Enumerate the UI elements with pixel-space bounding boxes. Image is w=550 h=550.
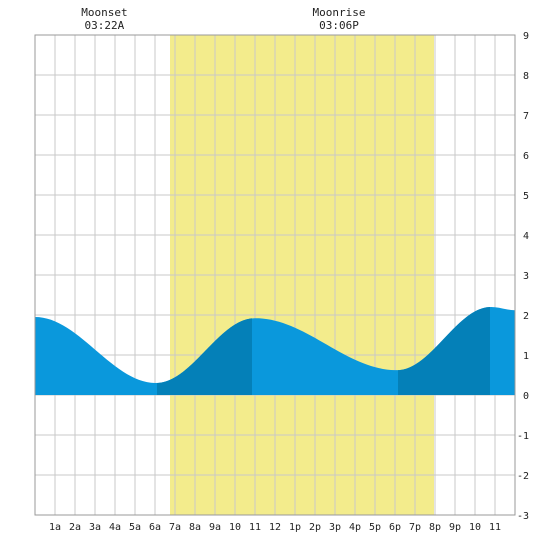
y-tick-label: 3 — [523, 271, 529, 282]
x-tick-label: 4a — [109, 522, 121, 533]
y-tick-label: 7 — [523, 111, 529, 122]
y-tick-label: -1 — [517, 431, 529, 442]
y-tick-labels: -3 -2 -1 0 1 2 3 4 5 6 7 8 9 — [517, 31, 529, 522]
x-tick-label: 7a — [169, 522, 181, 533]
x-tick-label: 8a — [189, 522, 201, 533]
x-tick-label: 11 — [249, 522, 261, 533]
x-tick-label: 10 — [469, 522, 481, 533]
x-tick-label: 6p — [389, 522, 401, 533]
x-tick-label: 5p — [369, 522, 381, 533]
y-tick-label: 5 — [523, 191, 529, 202]
x-tick-label: 4p — [349, 522, 361, 533]
x-tick-label: 9a — [209, 522, 221, 533]
x-tick-label: 2p — [309, 522, 321, 533]
y-tick-label: 8 — [523, 71, 529, 82]
y-tick-label: -3 — [517, 511, 529, 522]
grid-layer — [35, 35, 515, 515]
x-tick-label: 8p — [429, 522, 441, 533]
tide-area — [35, 307, 515, 395]
moon-event-time: 03:22A — [85, 19, 125, 32]
x-tick-label: 9p — [449, 522, 461, 533]
x-tick-label: 3a — [89, 522, 101, 533]
x-tick-label: 11 — [489, 522, 501, 533]
y-tick-label: 0 — [523, 391, 529, 402]
x-tick-label: 10 — [229, 522, 241, 533]
x-tick-label: 7p — [409, 522, 421, 533]
moon-event-label: Moonset — [81, 6, 127, 19]
x-tick-label: 1a — [49, 522, 61, 533]
moon-event-label: Moonrise — [313, 6, 366, 19]
y-tick-label: 2 — [523, 311, 529, 322]
x-tick-label: 12 — [269, 522, 281, 533]
tide-area-layer — [35, 307, 515, 395]
plot-border — [34, 34, 516, 516]
y-tick-label: 1 — [523, 351, 529, 362]
y-tick-label: 6 — [523, 151, 529, 162]
tide-area-rising — [157, 318, 252, 395]
y-tick-label: -2 — [517, 471, 529, 482]
moon-event-time: 03:06P — [319, 19, 359, 32]
y-tick-label: 4 — [523, 231, 529, 242]
tide-area-rising — [398, 307, 490, 395]
x-tick-label: 6a — [149, 522, 161, 533]
y-tick-label: 9 — [523, 31, 529, 42]
x-tick-label: 3p — [329, 522, 341, 533]
x-tick-label: 1p — [289, 522, 301, 533]
x-tick-label: 5a — [129, 522, 141, 533]
x-tick-label: 2a — [69, 522, 81, 533]
x-tick-labels: 1a 2a 3a 4a 5a 6a 7a 8a 9a 10 11 12 1p 2p 3p 4p 5p 6p 7p 8p… — [49, 522, 501, 533]
